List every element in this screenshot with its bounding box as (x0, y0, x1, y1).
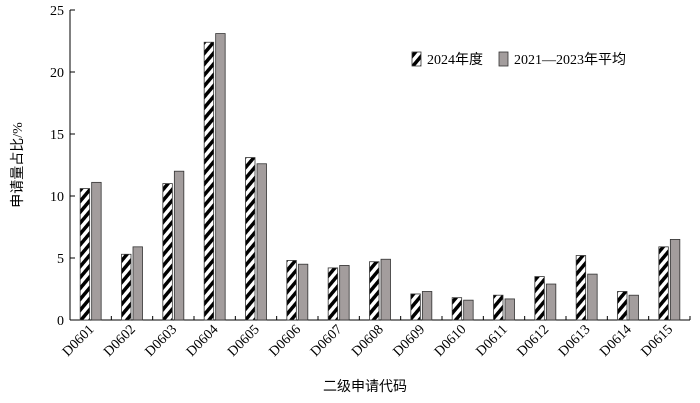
bar (421, 291, 433, 321)
bar (79, 188, 91, 321)
x-tick-label: D0605 (225, 322, 263, 360)
y-tick-label: 10 (50, 190, 64, 205)
x-tick-label: D0613 (556, 322, 594, 360)
bar (327, 267, 339, 321)
x-tick-label: D0614 (597, 322, 635, 360)
legend-label: 2021—2023年平均 (514, 52, 626, 68)
bar (162, 183, 173, 321)
x-tick-label: D0610 (432, 322, 470, 360)
x-tick-label: D0606 (267, 322, 305, 360)
x-tick-label: D0608 (349, 322, 387, 360)
x-tick-label: D0611 (474, 322, 511, 359)
x-tick-label: D0612 (515, 322, 553, 360)
bar (410, 293, 421, 321)
bar (658, 246, 669, 321)
bar (463, 299, 474, 321)
bar (451, 297, 463, 321)
bar (256, 163, 267, 321)
bar (628, 294, 639, 321)
y-tick-label: 20 (50, 66, 64, 81)
legend-label: 2024年度 (427, 52, 483, 68)
legend-swatch (498, 51, 509, 67)
bar (215, 33, 226, 321)
bar (339, 265, 350, 321)
y-tick-label: 15 (50, 128, 64, 143)
bar (286, 260, 297, 321)
bar (380, 258, 391, 321)
bar (132, 246, 143, 321)
bar (297, 263, 309, 321)
bar (617, 291, 628, 321)
x-tick-label: D0604 (184, 322, 222, 360)
bar (369, 261, 380, 321)
x-tick-label: D0609 (391, 322, 429, 360)
x-tick-label: D0602 (101, 322, 139, 360)
x-axis-title: 二级申请代码 (323, 379, 407, 395)
x-tick-label: D0601 (60, 322, 98, 360)
bar (203, 41, 215, 321)
legend-swatch (411, 51, 422, 67)
x-tick-label: D0603 (143, 322, 181, 360)
y-tick-label: 5 (57, 252, 64, 267)
bar (587, 273, 598, 321)
bar (91, 181, 102, 321)
x-tick-label: D0615 (639, 322, 677, 360)
bar (545, 283, 557, 321)
bar (121, 253, 132, 321)
bar (575, 255, 587, 321)
bar (534, 276, 545, 321)
y-tick-label: 25 (50, 4, 64, 19)
bar (504, 298, 515, 321)
bar (669, 238, 681, 321)
x-tick-label: D0607 (308, 322, 346, 360)
y-axis-title: 申请量占比/% (10, 122, 26, 208)
bar (245, 157, 256, 321)
bar (173, 170, 185, 321)
y-tick-label: 0 (57, 314, 64, 329)
bar (493, 294, 504, 321)
